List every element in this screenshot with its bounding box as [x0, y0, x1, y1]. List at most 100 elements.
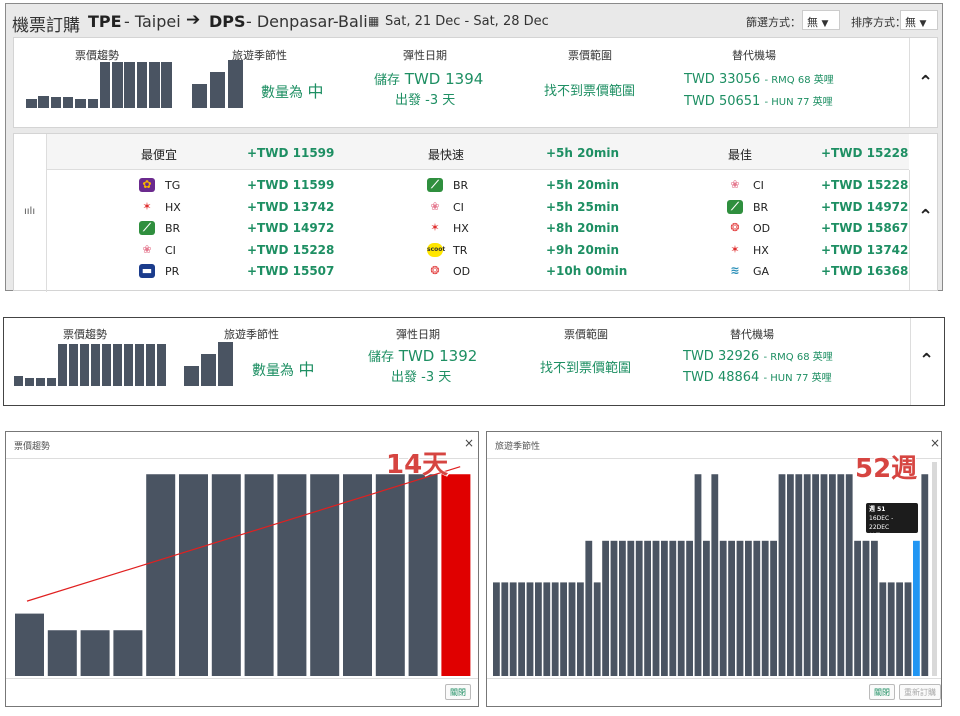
airline-value[interactable]: +TWD 14972: [821, 199, 909, 214]
chart-bar[interactable]: [711, 474, 719, 676]
fastest-header[interactable]: 最快速: [428, 148, 465, 162]
collapse-table-button[interactable]: ⌃: [909, 170, 939, 290]
chart-bar[interactable]: [694, 474, 702, 676]
close-icon[interactable]: ×: [930, 436, 941, 450]
chart-bar[interactable]: [829, 474, 836, 676]
airline-value[interactable]: +5h 20min: [546, 178, 619, 192]
airline-value[interactable]: +10h 00min: [546, 264, 628, 279]
chart-bar[interactable]: [535, 582, 542, 676]
chart-bar[interactable]: [408, 474, 438, 676]
alt-airport-1[interactable]: TWD 32926 - RMQ 68 英哩: [683, 349, 833, 364]
sort-dropdown[interactable]: 無 ▼: [900, 10, 938, 30]
chart-bar[interactable]: [509, 582, 517, 676]
chart-bar[interactable]: [820, 474, 828, 676]
chart-bar[interactable]: [211, 474, 241, 676]
close-icon[interactable]: ×: [464, 436, 475, 450]
chart-bar[interactable]: [669, 540, 677, 676]
chart-bar[interactable]: [644, 540, 651, 676]
chart-bar[interactable]: [560, 582, 567, 676]
chart-bar[interactable]: [719, 540, 727, 676]
airline-code[interactable]: OD: [453, 265, 471, 279]
alt-airport-2[interactable]: TWD 50651 - HUN 77 英哩: [684, 94, 833, 109]
seasonality-mini-chart[interactable]: [184, 342, 236, 386]
airline-code[interactable]: OD: [753, 222, 771, 236]
chart-bar[interactable]: [518, 582, 525, 676]
airline-code[interactable]: CI: [165, 243, 176, 257]
collapse-button[interactable]: ⌃: [909, 38, 939, 127]
chart-bar[interactable]: [761, 540, 769, 676]
chart-bar[interactable]: [375, 474, 405, 676]
chart-bar[interactable]: [812, 474, 819, 676]
flex-date-saving[interactable]: 儲存 TWD 1392: [368, 347, 478, 365]
airline-code[interactable]: GA: [753, 265, 770, 279]
chart-bar[interactable]: [652, 540, 660, 676]
airline-code[interactable]: TR: [453, 243, 468, 257]
airline-code[interactable]: CI: [753, 179, 764, 192]
airline-code[interactable]: BR: [753, 200, 769, 214]
chart-bar[interactable]: [593, 582, 601, 676]
chart-bar[interactable]: [686, 540, 693, 676]
airline-code[interactable]: TG: [165, 179, 181, 192]
chart-bar[interactable]: [277, 474, 307, 676]
chart-bar[interactable]: [146, 474, 176, 676]
chart-bar[interactable]: [610, 540, 618, 676]
airline-value[interactable]: +TWD 13742: [247, 199, 335, 214]
chart-bar[interactable]: [15, 613, 44, 676]
airline-code[interactable]: BR: [453, 179, 469, 192]
chart-bar[interactable]: [113, 630, 143, 676]
chart-bar[interactable]: [526, 582, 534, 676]
airline-value[interactable]: +TWD 16368: [821, 264, 909, 279]
chart-scrollbar[interactable]: [932, 462, 937, 676]
flex-date-saving[interactable]: 儲存 TWD 1394: [374, 70, 484, 88]
airline-code[interactable]: PR: [165, 265, 180, 279]
airline-value[interactable]: +8h 20min: [546, 221, 619, 236]
chart-bar[interactable]: [619, 540, 626, 676]
chart-bar[interactable]: [501, 582, 509, 676]
chart-bar[interactable]: [845, 474, 853, 676]
chart-bar[interactable]: [871, 540, 878, 676]
chart-bar[interactable]: [728, 540, 735, 676]
alt-airport-1[interactable]: TWD 33056 - RMQ 68 英哩: [684, 72, 834, 87]
close-button[interactable]: 關閉: [869, 684, 895, 700]
airline-value[interactable]: +5h 25min: [546, 199, 619, 214]
best-header[interactable]: 最佳: [728, 148, 753, 162]
chart-bar[interactable]: [736, 540, 744, 676]
airline-value[interactable]: +TWD 15867: [821, 221, 909, 236]
chart-bar[interactable]: [879, 582, 887, 676]
chart-bar[interactable]: [179, 474, 208, 676]
chart-bar[interactable]: [770, 540, 777, 676]
chart-bar[interactable]: [635, 540, 643, 676]
chart-bar[interactable]: [661, 540, 668, 676]
chart-bar[interactable]: [703, 540, 710, 676]
highlighted-bar[interactable]: [441, 474, 471, 676]
fare-trend-mini-chart[interactable]: [14, 342, 168, 386]
chart-bar[interactable]: [627, 540, 635, 676]
airline-value[interactable]: +TWD 15228: [247, 242, 335, 257]
chart-bar[interactable]: [244, 474, 274, 676]
airline-value[interactable]: +TWD 15228: [821, 178, 909, 192]
chart-bar[interactable]: [543, 582, 551, 676]
filter-dropdown[interactable]: 無 ▼: [802, 10, 840, 30]
fare-trend-mini-chart[interactable]: [26, 60, 176, 108]
airline-code[interactable]: HX: [753, 243, 769, 257]
chart-bar[interactable]: [887, 582, 895, 676]
chart-bar[interactable]: [795, 474, 803, 676]
seasonality-mini-chart[interactable]: [192, 60, 246, 108]
highlighted-bar[interactable]: [913, 540, 920, 676]
rebook-button[interactable]: 重新訂購: [899, 684, 941, 700]
airline-code[interactable]: BR: [165, 222, 181, 236]
chart-toggle[interactable]: ıılı: [14, 134, 47, 292]
airline-value[interactable]: +9h 20min: [546, 242, 619, 257]
chart-bar[interactable]: [837, 474, 845, 676]
chart-bar[interactable]: [896, 582, 903, 676]
chart-bar[interactable]: [343, 474, 372, 676]
collapse-button[interactable]: ⌃: [910, 318, 940, 405]
chart-bar[interactable]: [803, 474, 811, 676]
chart-bar[interactable]: [568, 582, 576, 676]
alt-airport-2[interactable]: TWD 48864 - HUN 77 英哩: [683, 370, 832, 385]
airline-value[interactable]: +TWD 14972: [247, 221, 335, 236]
chart-bar[interactable]: [493, 582, 500, 676]
airline-code[interactable]: CI: [453, 200, 464, 214]
airline-code[interactable]: HX: [165, 200, 181, 214]
chart-bar[interactable]: [745, 540, 752, 676]
